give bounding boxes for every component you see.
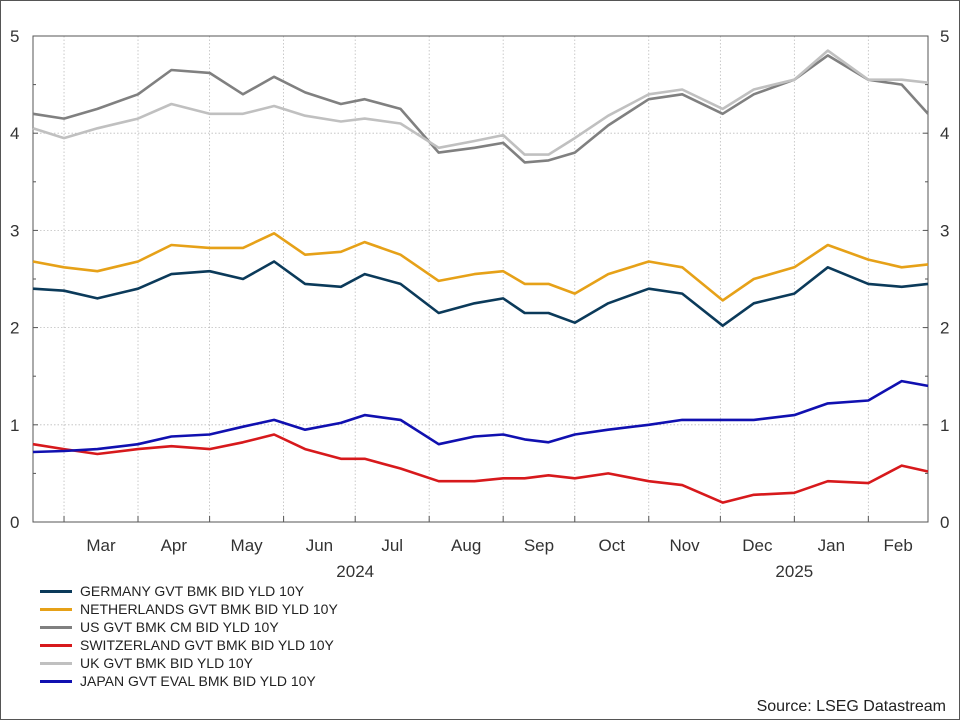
- y-tick-label-right: 2: [940, 319, 949, 338]
- y-tick-label-right: 4: [940, 124, 949, 143]
- legend-item: SWITZERLAND GVT BMK BID YLD 10Y: [40, 636, 338, 654]
- grid-layer: [33, 36, 928, 522]
- legend-swatch: [40, 661, 72, 665]
- legend: GERMANY GVT BMK BID YLD 10Y NETHERLANDS G…: [40, 582, 338, 690]
- legend-swatch: [40, 643, 72, 647]
- x-month-label: Aug: [451, 536, 481, 555]
- legend-item: JAPAN GVT EVAL BMK BID YLD 10Y: [40, 672, 338, 690]
- y-tick-label-left: 3: [10, 221, 19, 240]
- legend-swatch: [40, 607, 72, 611]
- legend-swatch: [40, 589, 72, 593]
- y-tick-label-right: 3: [940, 221, 949, 240]
- axis-layer: [32, 35, 929, 523]
- x-month-label: May: [231, 536, 264, 555]
- x-year-label: 2025: [775, 562, 813, 581]
- legend-item: NETHERLANDS GVT BMK BID YLD 10Y: [40, 600, 338, 618]
- series-line: [32, 260, 929, 327]
- y-tick-label-left: 2: [10, 319, 19, 338]
- series-line: [32, 379, 929, 454]
- legend-swatch: [40, 625, 72, 629]
- y-tick-label-left: 0: [10, 513, 19, 532]
- legend-label: JAPAN GVT EVAL BMK BID YLD 10Y: [80, 673, 316, 689]
- legend-label: SWITZERLAND GVT BMK BID YLD 10Y: [80, 637, 334, 653]
- label-layer: 0 0 1 1 2 2 3 3 4 4 5 5 Mar Apr May Jun Jul Aug Sep Oct Nov D…: [10, 27, 949, 581]
- x-month-label: Mar: [86, 536, 116, 555]
- legend-label: US GVT BMK CM BID YLD 10Y: [80, 619, 279, 635]
- y-tick-label-right: 0: [940, 513, 949, 532]
- y-tick-label-left: 5: [10, 27, 19, 46]
- legend-swatch: [40, 679, 72, 683]
- legend-item: US GVT BMK CM BID YLD 10Y: [40, 618, 338, 636]
- y-tick-label-right: 5: [940, 27, 949, 46]
- y-tick-label-left: 4: [10, 124, 19, 143]
- legend-item: UK GVT BMK BID YLD 10Y: [40, 654, 338, 672]
- series-line: [32, 433, 929, 504]
- x-year-label: 2024: [336, 562, 374, 581]
- x-month-label: Oct: [599, 536, 626, 555]
- x-month-label: Sep: [524, 536, 554, 555]
- plot-border: [32, 35, 929, 523]
- series-line: [32, 54, 929, 164]
- x-month-label: Dec: [742, 536, 773, 555]
- x-month-label: Feb: [884, 536, 913, 555]
- legend-label: GERMANY GVT BMK BID YLD 10Y: [80, 583, 305, 599]
- source-note: Source: LSEG Datastream: [756, 698, 946, 715]
- legend-item: GERMANY GVT BMK BID YLD 10Y: [40, 582, 338, 600]
- series-line: [32, 49, 929, 156]
- y-tick-label-right: 1: [940, 416, 949, 435]
- x-month-label: Jun: [306, 536, 333, 555]
- x-month-label: Apr: [161, 536, 188, 555]
- series-layer: [32, 49, 929, 504]
- legend-label: NETHERLANDS GVT BMK BID YLD 10Y: [80, 601, 338, 617]
- x-month-label: Jul: [381, 536, 403, 555]
- x-month-label: Nov: [669, 536, 700, 555]
- y-tick-label-left: 1: [10, 416, 19, 435]
- series-line: [32, 232, 929, 302]
- legend-label: UK GVT BMK BID YLD 10Y: [80, 655, 253, 671]
- x-month-label: Jan: [818, 536, 845, 555]
